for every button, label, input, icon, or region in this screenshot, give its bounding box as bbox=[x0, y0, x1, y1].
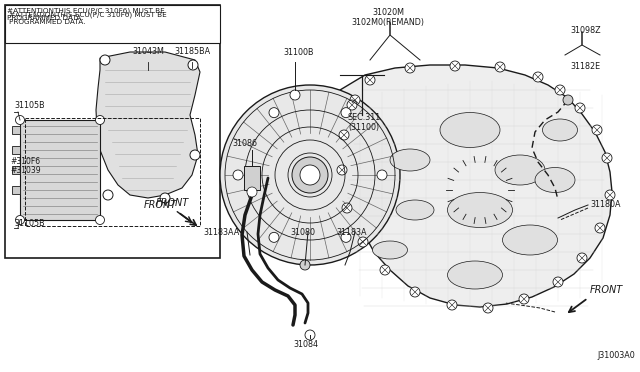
Bar bbox=[12, 126, 20, 134]
Text: 31086: 31086 bbox=[232, 139, 257, 148]
Circle shape bbox=[358, 237, 368, 247]
Circle shape bbox=[605, 190, 615, 200]
Circle shape bbox=[410, 287, 420, 297]
Text: (31100): (31100) bbox=[348, 123, 379, 132]
Circle shape bbox=[269, 108, 279, 118]
Circle shape bbox=[341, 232, 351, 242]
Circle shape bbox=[15, 215, 24, 224]
Circle shape bbox=[447, 300, 457, 310]
Bar bbox=[20, 120, 100, 220]
Circle shape bbox=[377, 170, 387, 180]
Text: SEC.311: SEC.311 bbox=[348, 113, 381, 122]
Circle shape bbox=[347, 100, 357, 110]
Circle shape bbox=[190, 150, 200, 160]
Circle shape bbox=[15, 115, 24, 125]
Text: 31100B: 31100B bbox=[283, 48, 314, 57]
Circle shape bbox=[339, 130, 349, 140]
Circle shape bbox=[337, 165, 347, 175]
Circle shape bbox=[577, 253, 587, 263]
Text: 31105B: 31105B bbox=[14, 219, 45, 228]
Ellipse shape bbox=[543, 119, 577, 141]
Circle shape bbox=[519, 294, 529, 304]
Circle shape bbox=[247, 187, 257, 197]
Circle shape bbox=[233, 170, 243, 180]
Circle shape bbox=[495, 62, 505, 72]
Text: 31105B: 31105B bbox=[14, 101, 45, 110]
Circle shape bbox=[290, 90, 300, 100]
Text: J31003A0: J31003A0 bbox=[597, 351, 635, 360]
Text: 31180A: 31180A bbox=[590, 200, 621, 209]
Text: FRONT: FRONT bbox=[590, 285, 623, 295]
Circle shape bbox=[365, 75, 375, 85]
Circle shape bbox=[300, 260, 310, 270]
Bar bbox=[25, 118, 200, 226]
Text: FRONT: FRONT bbox=[143, 200, 177, 210]
Text: 31020M: 31020M bbox=[372, 8, 404, 17]
Ellipse shape bbox=[440, 112, 500, 148]
Text: 31183AA: 31183AA bbox=[204, 228, 240, 237]
Circle shape bbox=[483, 303, 493, 313]
Ellipse shape bbox=[495, 155, 545, 185]
Text: 31043M: 31043M bbox=[132, 47, 164, 56]
Circle shape bbox=[292, 157, 328, 193]
Circle shape bbox=[95, 115, 104, 125]
Circle shape bbox=[563, 95, 573, 105]
Circle shape bbox=[602, 153, 612, 163]
Ellipse shape bbox=[396, 200, 434, 220]
Ellipse shape bbox=[535, 167, 575, 192]
Circle shape bbox=[595, 223, 605, 233]
Circle shape bbox=[305, 330, 315, 340]
Ellipse shape bbox=[372, 241, 408, 259]
Bar bbox=[5, 5, 220, 43]
Circle shape bbox=[269, 232, 279, 242]
Circle shape bbox=[405, 63, 415, 73]
Ellipse shape bbox=[390, 149, 430, 171]
Text: 31182E: 31182E bbox=[570, 62, 600, 71]
Text: 31084: 31084 bbox=[293, 340, 318, 349]
Circle shape bbox=[350, 95, 360, 105]
Circle shape bbox=[555, 85, 565, 95]
Circle shape bbox=[553, 277, 563, 287]
Circle shape bbox=[342, 203, 352, 213]
Text: 31080: 31080 bbox=[291, 228, 316, 237]
Bar bbox=[12, 186, 20, 194]
Text: 3102M0(REMAND): 3102M0(REMAND) bbox=[351, 18, 424, 27]
Circle shape bbox=[220, 85, 400, 265]
Ellipse shape bbox=[447, 261, 502, 289]
Circle shape bbox=[100, 55, 110, 65]
Circle shape bbox=[188, 60, 198, 70]
Text: #ATTENTIONTHIS ECU(P/C 310F6) MUST BE
PROGRAMMED DATA.: #ATTENTIONTHIS ECU(P/C 310F6) MUST BE PR… bbox=[9, 11, 167, 25]
Circle shape bbox=[103, 190, 113, 200]
Circle shape bbox=[300, 165, 320, 185]
Text: 31183A: 31183A bbox=[337, 228, 367, 237]
Bar bbox=[5, 5, 220, 258]
Text: 31098Z: 31098Z bbox=[570, 26, 600, 35]
Circle shape bbox=[95, 215, 104, 224]
Circle shape bbox=[380, 265, 390, 275]
Bar bbox=[12, 146, 20, 154]
Circle shape bbox=[592, 125, 602, 135]
Text: FRONT: FRONT bbox=[156, 198, 189, 208]
Bar bbox=[244, 166, 260, 190]
Bar bbox=[12, 166, 20, 174]
Ellipse shape bbox=[502, 225, 557, 255]
Text: #310F6: #310F6 bbox=[10, 157, 40, 166]
Ellipse shape bbox=[447, 192, 513, 228]
Text: #31039: #31039 bbox=[10, 166, 40, 175]
Text: 31185BA: 31185BA bbox=[174, 47, 210, 56]
Text: #ATTENTIONTHIS ECU(P/C 310F6) MUST BE
PROGRAMMED DATA.: #ATTENTIONTHIS ECU(P/C 310F6) MUST BE PR… bbox=[7, 8, 164, 22]
Polygon shape bbox=[340, 65, 612, 307]
Circle shape bbox=[341, 108, 351, 118]
Circle shape bbox=[160, 193, 170, 203]
Polygon shape bbox=[96, 52, 200, 198]
Circle shape bbox=[533, 72, 543, 82]
Circle shape bbox=[450, 61, 460, 71]
Circle shape bbox=[575, 103, 585, 113]
